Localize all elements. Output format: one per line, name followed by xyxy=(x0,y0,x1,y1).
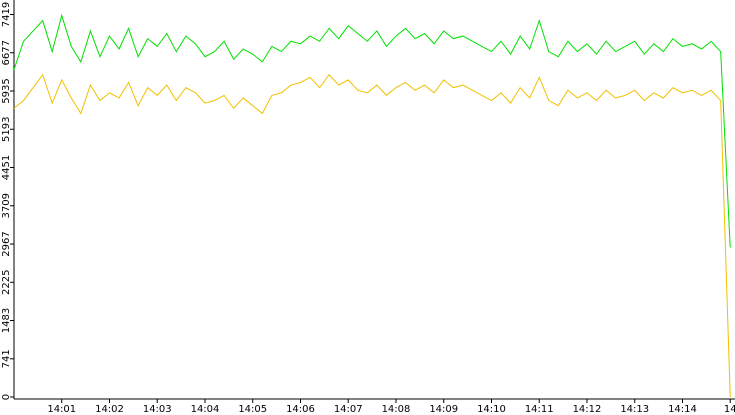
x-tick-label: 14:13 xyxy=(620,404,649,415)
y-tick-label: 0 xyxy=(1,394,12,400)
x-tick-label: 14:05 xyxy=(238,404,267,415)
series-line xyxy=(13,73,731,398)
y-tick-label: 4451 xyxy=(1,155,12,180)
y-tick-label: 7419 xyxy=(1,2,12,27)
y-tick-label: 6677 xyxy=(1,40,12,65)
y-tick-label: 2225 xyxy=(1,270,12,295)
x-tick-label: 14:09 xyxy=(429,404,458,415)
x-tick-label: 14:10 xyxy=(477,404,506,415)
x-tick-label: 14:06 xyxy=(286,404,315,415)
x-tick-label: 14:14 xyxy=(668,404,697,415)
x-tick-label: 14:08 xyxy=(382,404,411,415)
x-tick-label: 14:03 xyxy=(143,404,172,415)
x-tick-label: 14 xyxy=(724,404,735,415)
y-tick-label: 5935 xyxy=(1,78,12,103)
x-tick-label: 14:07 xyxy=(334,404,363,415)
y-tick-label: 5193 xyxy=(1,117,12,142)
y-tick-label: 1483 xyxy=(1,308,12,333)
x-tick-label: 14:04 xyxy=(191,404,220,415)
x-tick-label: 14:01 xyxy=(47,404,76,415)
y-tick-label: 3709 xyxy=(1,193,12,218)
y-tick-label: 2967 xyxy=(1,231,12,256)
x-tick-label: 14:12 xyxy=(573,404,602,415)
x-tick-label: 14:11 xyxy=(525,404,554,415)
y-tick-label: 741 xyxy=(1,349,12,368)
series-line xyxy=(13,13,731,248)
x-tick-label: 14:02 xyxy=(95,404,124,415)
